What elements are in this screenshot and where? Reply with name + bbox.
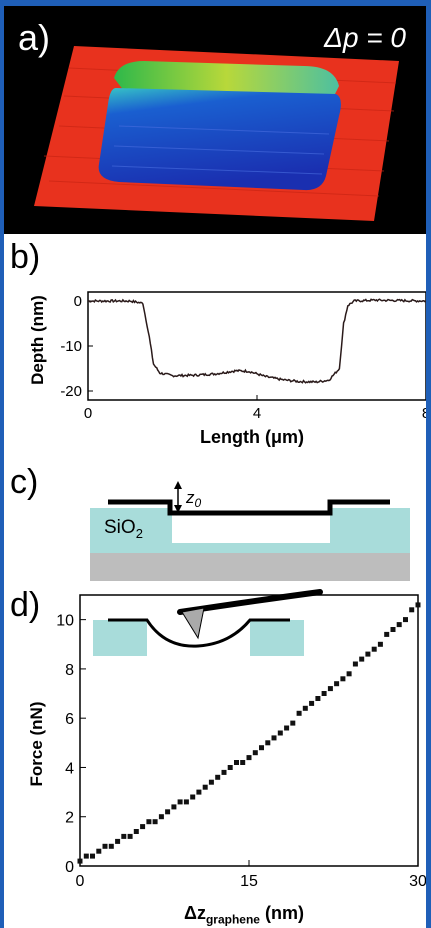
force-data-point <box>208 779 214 785</box>
panel-d-label: d) <box>10 586 41 624</box>
force-data-point <box>177 799 183 805</box>
force-data-point <box>83 853 89 859</box>
force-data-point <box>171 804 177 810</box>
chart-d-ytick-label: 10 <box>56 613 74 630</box>
force-data-point <box>140 824 146 830</box>
force-data-point <box>246 755 252 761</box>
afm-well-floor <box>98 88 341 191</box>
chart-b-xlabel: Length (μm) <box>200 427 304 447</box>
force-data-point <box>384 631 390 637</box>
afm-surface-image <box>34 46 399 221</box>
afm-tip-inset <box>93 589 323 656</box>
chart-d-xtick-label: 15 <box>240 873 258 890</box>
pressure-annotation: Δp = 0 <box>324 22 406 53</box>
panel-c-label: c) <box>10 463 39 501</box>
force-data-point <box>309 700 315 706</box>
force-data-point <box>390 627 396 632</box>
force-data-point <box>190 794 196 800</box>
force-data-point <box>334 681 340 687</box>
base-layer <box>90 553 410 581</box>
chart-d-xtick-label: 0 <box>76 873 85 890</box>
force-data-point <box>158 814 164 820</box>
chart-b-depth-line <box>87 298 427 384</box>
chart-d-ytick-label: 8 <box>65 662 74 679</box>
force-data-point <box>221 769 227 775</box>
chart-d-xtick-label: 30 <box>409 873 427 890</box>
force-data-point <box>302 705 308 711</box>
force-data-point <box>327 686 333 692</box>
force-data-point <box>108 843 114 849</box>
force-data-point <box>371 646 377 652</box>
chart-b-ytick-label: -10 <box>60 338 82 355</box>
force-data-point <box>133 829 139 834</box>
force-data-point <box>271 735 277 741</box>
depth-profile-chart: 0 4 8 0 -10 -20 <box>60 291 430 422</box>
force-data-point <box>152 819 158 825</box>
force-data-point <box>315 696 321 701</box>
force-data-point <box>146 819 152 825</box>
force-data-point <box>102 843 108 849</box>
force-data-point <box>240 760 246 765</box>
force-curve-chart: 0 15 30 0 2 4 6 8 10 <box>56 589 427 890</box>
cross-section-schematic: z0 SiO2 <box>90 481 410 581</box>
chart-b-frame <box>87 291 427 401</box>
force-data-point <box>234 760 239 765</box>
force-data-point <box>396 622 402 628</box>
panel-a-label: a) <box>18 17 51 58</box>
graphene-membrane <box>108 499 390 516</box>
chart-d-ytick-label: 4 <box>65 760 74 777</box>
force-data-point <box>346 671 352 677</box>
force-data-point <box>365 651 371 657</box>
force-data-point <box>409 607 415 613</box>
force-data-point <box>96 848 102 854</box>
sio2-label: SiO2 <box>104 517 143 541</box>
chart-b-ytick-label: 0 <box>74 293 82 310</box>
force-data-point <box>340 676 346 682</box>
chart-b-ytick-label: -20 <box>60 383 82 400</box>
chart-b-xtick-label: 0 <box>84 405 92 422</box>
substrate-bottom <box>90 543 410 555</box>
panel-b-label: b) <box>10 238 41 276</box>
force-data-point <box>352 661 358 667</box>
force-data-point <box>196 789 202 795</box>
force-data-point <box>90 853 95 859</box>
force-data-point <box>227 765 233 770</box>
force-data-point <box>121 833 127 839</box>
force-data-point <box>277 730 283 736</box>
force-data-point <box>284 725 290 731</box>
chart-d-ytick-label: 2 <box>65 810 74 827</box>
z0-label: z0 <box>185 488 202 510</box>
chart-d-ylabel: Force (nN) <box>27 701 46 787</box>
force-data-point <box>165 809 171 815</box>
force-data-point <box>202 784 208 790</box>
force-data-point <box>359 656 365 662</box>
force-data-point <box>321 691 327 696</box>
chart-d-ytick-label: 0 <box>65 859 74 876</box>
afm-well-wall <box>114 61 339 96</box>
chart-d-xlabel: Δzgraphene (nm) <box>184 903 304 927</box>
chart-b-xtick-label: 8 <box>422 405 430 422</box>
chart-b-ylabel: Depth (nm) <box>28 295 47 385</box>
force-data-point <box>215 774 221 780</box>
force-data-point <box>77 858 83 864</box>
force-data-point <box>183 799 189 805</box>
force-data-point <box>115 838 121 844</box>
chart-d-ytick-label: 6 <box>65 711 74 728</box>
force-data-point <box>296 710 302 716</box>
force-data-point <box>403 617 408 623</box>
force-data-point <box>259 745 264 751</box>
force-data-point <box>290 720 296 726</box>
afm-image-panel: a) Δp = 0 <box>4 6 426 234</box>
force-data-point <box>252 750 258 756</box>
force-data-point <box>127 833 133 839</box>
chart-b-xtick-label: 4 <box>253 405 261 422</box>
force-data-point <box>415 602 421 608</box>
force-data-point <box>377 641 383 647</box>
force-data-point <box>265 740 271 746</box>
